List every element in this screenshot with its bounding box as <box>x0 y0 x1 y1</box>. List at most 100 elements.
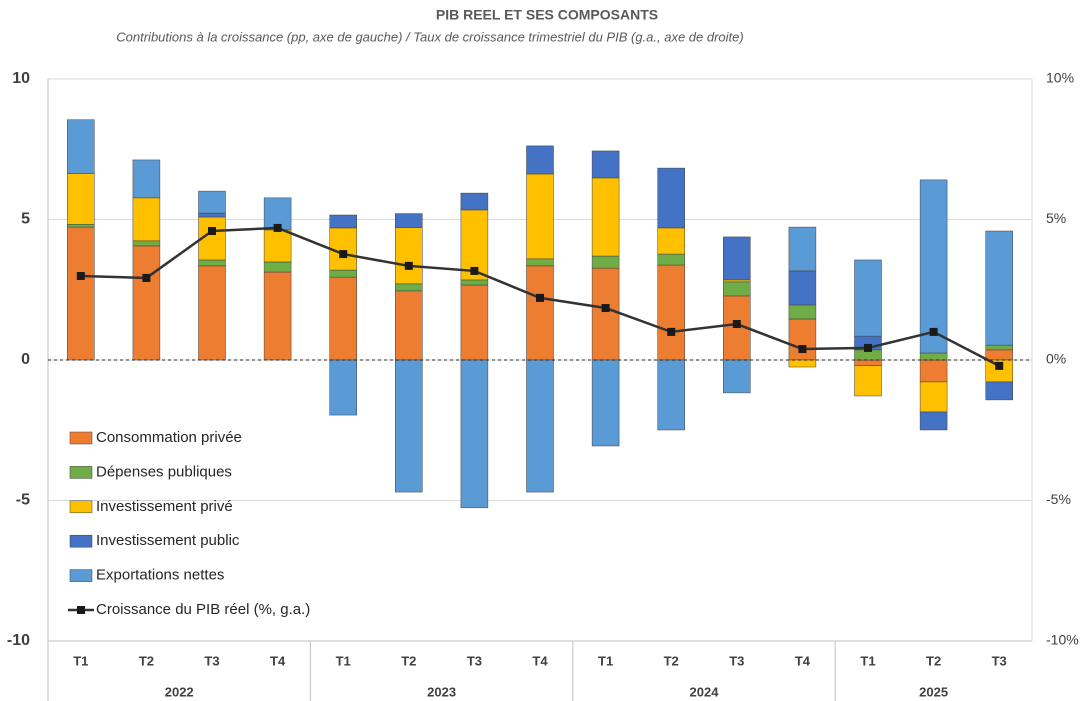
bar-segment <box>919 359 948 383</box>
bar-segment <box>132 197 161 242</box>
bar-segment <box>526 359 554 493</box>
legend-label: Investissement public <box>96 532 240 549</box>
bar-segment <box>723 279 751 283</box>
line-marker <box>864 343 872 352</box>
bar-segment <box>657 264 685 361</box>
bar-segment <box>263 261 292 273</box>
bar-segment <box>329 227 357 271</box>
line-marker <box>601 304 610 313</box>
line-marker <box>470 266 479 275</box>
bar-segment <box>329 359 357 416</box>
y-tick-label: 0 <box>21 351 30 368</box>
line-marker <box>339 250 348 259</box>
bar-segment <box>329 276 357 361</box>
bar-segment <box>723 359 751 394</box>
legend-swatch <box>69 569 93 582</box>
bar-segment <box>132 159 161 199</box>
x-tick-label: T2 <box>139 653 154 668</box>
line-marker <box>536 293 544 302</box>
x-tick-label: T4 <box>270 653 286 668</box>
legend-label: Exportations nettes <box>96 567 224 584</box>
bar-segment <box>657 253 685 266</box>
group-label: 2025 <box>919 684 948 699</box>
bar-segment <box>526 265 554 361</box>
bar-segment <box>460 279 489 286</box>
x-tick-label: T2 <box>664 653 679 668</box>
bar-segment <box>263 271 292 361</box>
x-tick-label: T1 <box>598 653 613 668</box>
bar-segment <box>919 411 948 431</box>
x-tick-label: T4 <box>795 653 811 668</box>
y2-tick-label: -10% <box>1046 632 1079 648</box>
x-tick-label: T3 <box>729 653 744 668</box>
bar-segment <box>198 259 226 267</box>
line-marker <box>208 227 216 236</box>
bar-segment <box>591 150 620 179</box>
y2-tick-label: 0% <box>1046 351 1066 367</box>
bar-segment <box>919 381 948 413</box>
bar-segment <box>460 359 489 509</box>
bar-segment <box>460 284 489 361</box>
bar-segment <box>985 349 1013 361</box>
legend-label: Consommation privée <box>96 429 242 446</box>
legend-swatch <box>69 534 93 548</box>
bar-segment <box>657 227 685 255</box>
bar-segment <box>526 145 554 175</box>
legend-label: Investissement privé <box>96 498 233 515</box>
y-tick-label: -10 <box>7 632 30 649</box>
bar-segment <box>723 236 751 281</box>
line-marker <box>273 223 282 232</box>
bar-segment <box>854 259 882 337</box>
bar-segment <box>526 258 554 267</box>
line-marker <box>142 273 151 282</box>
bar-segment <box>198 265 226 361</box>
chart-title: PIB REEL ET SES COMPOSANTS <box>436 7 658 23</box>
bar-segment <box>132 245 161 361</box>
x-tick-label: T3 <box>204 653 219 668</box>
x-tick-label: T1 <box>73 653 88 668</box>
legend-marker <box>77 606 85 614</box>
legend-label: Croissance du PIB réel (%, g.a.) <box>96 601 310 618</box>
group-label: 2022 <box>165 684 194 699</box>
y2-tick-label: 10% <box>1046 70 1074 86</box>
bar-segment <box>788 318 817 361</box>
bar-segment <box>985 230 1013 346</box>
bar-segment <box>788 359 817 368</box>
chart-subtitle: Contributions à la croissance (pp, axe d… <box>116 29 743 44</box>
bar-segment <box>460 192 489 211</box>
x-tick-label: T2 <box>926 653 941 668</box>
bar-segment <box>198 212 226 218</box>
bar-segment <box>526 173 554 260</box>
bar-segment <box>788 270 817 306</box>
bar-segment <box>67 173 95 225</box>
bar-segment <box>263 229 292 263</box>
bar-segment <box>132 240 161 247</box>
bar-segment <box>67 224 95 228</box>
legend-label: Dépenses publiques <box>96 463 232 480</box>
line-marker <box>995 361 1004 370</box>
x-tick-label: T1 <box>860 653 875 668</box>
bar-segment <box>854 365 882 397</box>
bar-segment <box>67 226 95 361</box>
y2-tick-label: 5% <box>1046 210 1066 226</box>
bar-segment <box>329 214 357 229</box>
bar-segment <box>591 255 620 269</box>
y-tick-label: 5 <box>21 211 30 228</box>
y-tick-label: 10 <box>12 70 30 87</box>
line-marker <box>667 327 676 336</box>
line-marker <box>76 271 85 280</box>
bar-segment <box>788 226 817 272</box>
line-marker <box>404 261 413 270</box>
bar-segment <box>395 290 423 361</box>
bar-segment <box>788 304 817 320</box>
x-tick-label: T2 <box>401 653 416 668</box>
x-tick-label: T1 <box>336 653 351 668</box>
bar-segment <box>395 213 423 228</box>
bar-segment <box>985 344 1013 351</box>
bar-segment <box>723 281 751 297</box>
bar-segment <box>657 167 685 229</box>
bar-segment <box>985 381 1013 401</box>
bar-segment <box>591 267 620 361</box>
bar-segment <box>919 179 948 354</box>
